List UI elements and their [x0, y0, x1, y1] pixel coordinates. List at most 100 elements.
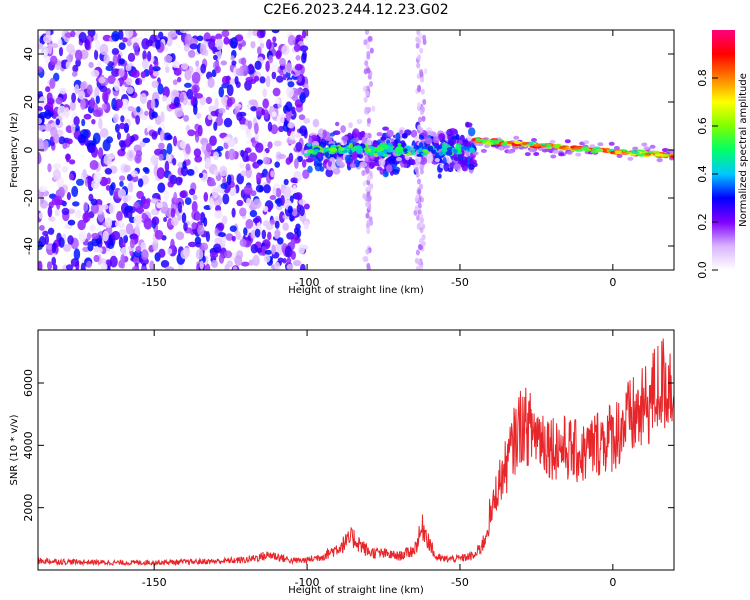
heatmap-cell [229, 225, 237, 233]
heatmap-cell [307, 165, 313, 174]
colorbar-tick-label: 0.6 [696, 117, 709, 135]
heatmap-cell [386, 129, 394, 138]
heatmap-cell [417, 84, 422, 91]
colorbar-tick-label: 0.2 [696, 213, 709, 231]
x-tick-label: -150 [142, 576, 167, 589]
heatmap-cell [231, 60, 237, 66]
heatmap-cell [91, 232, 100, 240]
heatmap-cell [38, 111, 48, 119]
heatmap-cell [374, 146, 383, 153]
heatmap-cell [614, 150, 623, 154]
heatmap-cell [561, 147, 570, 151]
heatmap-cell [99, 85, 108, 93]
heatmap-cell [271, 244, 276, 255]
heatmap-cell [292, 184, 297, 195]
heatmap-cell [282, 258, 287, 264]
spectrogram-x-label: Height of straight line (km) [288, 285, 424, 296]
heatmap-cell [250, 243, 258, 254]
heatmap-cell [51, 242, 57, 254]
heatmap-cell [336, 157, 343, 167]
heatmap-cell [247, 120, 253, 130]
y-tick-label: 20 [22, 95, 35, 109]
heatmap-cell [367, 106, 372, 113]
heatmap-cell [545, 147, 552, 152]
heatmap-cell [366, 67, 371, 74]
heatmap-cell [154, 59, 159, 68]
heatmap-cell [141, 249, 149, 261]
heatmap-cell [299, 92, 306, 104]
heatmap-cell [311, 134, 318, 140]
heatmap-cell [172, 79, 178, 86]
heatmap-cell [58, 87, 67, 95]
heatmap-cell [70, 257, 80, 267]
heatmap-cell [66, 192, 72, 201]
heatmap-cell [277, 153, 286, 160]
heatmap-cell [427, 145, 434, 152]
heatmap-cell [540, 144, 547, 148]
heatmap-cell [49, 77, 56, 90]
heatmap-cell [38, 124, 45, 131]
heatmap-cell [126, 149, 136, 162]
heatmap-cell [293, 43, 301, 52]
heatmap-cell [558, 152, 565, 157]
heatmap-cell [418, 116, 422, 123]
heatmap-cell [94, 86, 100, 99]
heatmap-cell [45, 101, 54, 111]
heatmap-cell [364, 132, 369, 139]
heatmap-cell [238, 42, 243, 51]
heatmap-cell [84, 38, 91, 50]
heatmap-cell [199, 43, 207, 56]
heatmap-cell [179, 140, 187, 149]
heatmap-cell [268, 55, 274, 64]
heatmap-cell [209, 135, 217, 147]
heatmap-cell [194, 155, 203, 163]
heatmap-cell [340, 147, 345, 151]
heatmap-cell [404, 129, 412, 136]
heatmap-cell [189, 38, 199, 45]
heatmap-cell [205, 263, 211, 270]
heatmap-cell [163, 216, 168, 223]
heatmap-cell [98, 76, 106, 84]
heatmap-cell [54, 209, 60, 217]
heatmap-cell [92, 109, 102, 117]
heatmap-cell [126, 86, 134, 95]
heatmap-cell [221, 215, 228, 225]
heatmap-cell [363, 96, 368, 103]
heatmap-cell [306, 142, 312, 147]
heatmap-cell [121, 84, 126, 93]
heatmap-cell [180, 62, 189, 70]
heatmap-cell [285, 157, 292, 165]
heatmap-cell [370, 149, 376, 155]
heatmap-cell [262, 156, 271, 165]
heatmap-cell [157, 182, 166, 193]
heatmap-cell [173, 67, 182, 76]
snr-y-ticks: 2000 4000 6000 [22, 369, 674, 522]
heatmap-cell [365, 212, 370, 219]
heatmap-cell [63, 107, 70, 119]
heatmap-cell [45, 86, 51, 93]
x-tick-label: -50 [451, 276, 469, 289]
x-tick-label: -100 [295, 276, 320, 289]
heatmap-cell [367, 35, 372, 42]
heatmap-cell [71, 71, 78, 78]
heatmap-cell [419, 227, 424, 234]
heatmap-cell [263, 184, 271, 194]
heatmap-cell [188, 49, 196, 58]
heatmap-cell [248, 63, 254, 72]
heatmap-cell [65, 264, 74, 270]
heatmap-cell [125, 208, 133, 219]
heatmap-cell [352, 128, 360, 138]
heatmap-cell [252, 254, 260, 267]
heatmap-cell [349, 162, 356, 169]
heatmap-cell [533, 143, 542, 147]
heatmap-cell [162, 86, 170, 98]
heatmap-cell [141, 38, 150, 50]
heatmap-cell [215, 205, 222, 212]
heatmap-cell [135, 245, 142, 253]
heatmap-cell [423, 68, 428, 75]
heatmap-cell [364, 256, 369, 263]
heatmap-cell [195, 60, 200, 67]
heatmap-cell [207, 114, 213, 121]
heatmap-cell [111, 30, 120, 42]
